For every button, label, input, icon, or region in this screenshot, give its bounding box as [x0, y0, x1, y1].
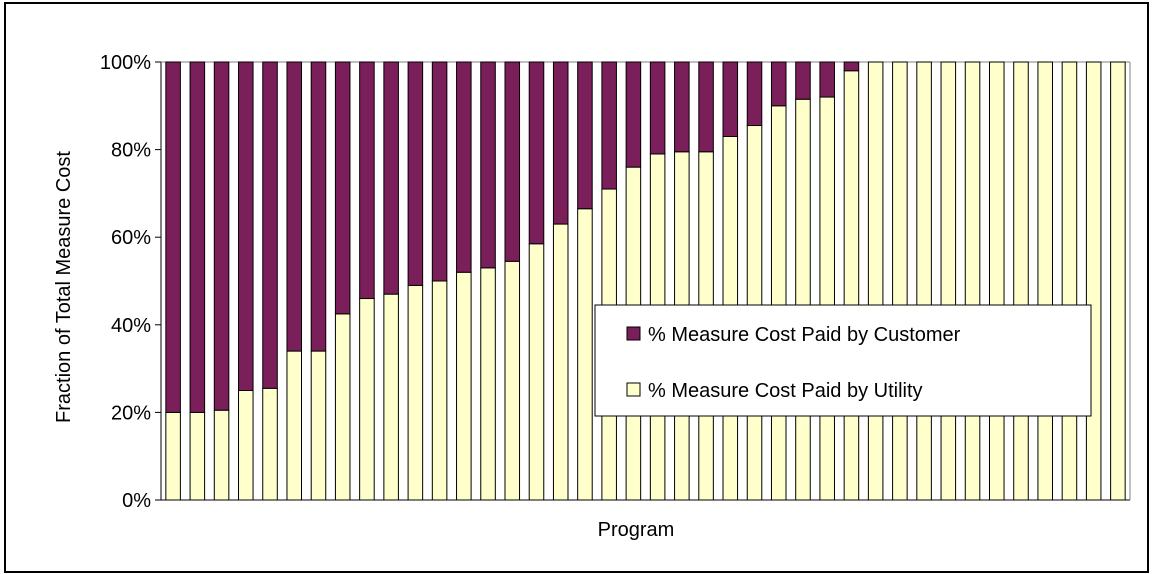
bar-customer-share [843, 61, 860, 72]
bar-customer-share [674, 61, 690, 153]
bar-customer-share [722, 61, 739, 137]
y-tick-label: 80% [111, 140, 151, 162]
bar-utility-share [383, 293, 399, 501]
bar-utility-share [795, 98, 811, 501]
bar-utility-share [310, 350, 327, 501]
y-tick-label: 60% [111, 227, 151, 249]
bar-customer-share [577, 61, 593, 210]
x-axis-label: Program [598, 519, 675, 541]
bar-customer-share [189, 61, 206, 413]
bar-customer-share [552, 61, 569, 225]
bar-customer-share [238, 61, 254, 391]
bar-utility-share [892, 61, 908, 501]
legend-label-utility: % Measure Cost Paid by Utility [648, 380, 923, 402]
legend-box [594, 304, 1092, 417]
bar-utility-share [1085, 61, 1102, 501]
legend: % Measure Cost Paid by Customer % Measur… [594, 304, 1092, 417]
bar-utility-share [359, 298, 375, 501]
bar-customer-share [310, 61, 327, 352]
bar-utility-share [1061, 61, 1078, 501]
bar-utility-share [213, 409, 230, 501]
bar-utility-share [431, 280, 448, 501]
bar-customer-share [698, 61, 714, 153]
bar-utility-share [1110, 61, 1126, 501]
legend-swatch-utility [626, 382, 641, 397]
plot-area: 0% 20% 40% 60% 80% 100% [100, 52, 1131, 512]
bar-customer-share [625, 61, 642, 168]
bar-utility-share [165, 411, 181, 501]
bar-utility-share [867, 61, 884, 501]
bar-customer-share [770, 61, 787, 107]
bar-utility-share [916, 61, 932, 501]
bar-utility-share [577, 208, 593, 501]
bar-utility-share [407, 284, 424, 501]
bar-utility-share [189, 411, 206, 501]
bar-customer-share [165, 61, 181, 413]
y-tick-label: 100% [100, 52, 151, 74]
bar-utility-share [989, 61, 1005, 501]
bar-customer-share [359, 61, 375, 300]
bar-customer-share [649, 61, 666, 155]
bar-customer-share [262, 61, 278, 389]
legend-label-customer: % Measure Cost Paid by Customer [648, 324, 961, 346]
bar-utility-share [238, 390, 254, 501]
bar-customer-share [286, 61, 303, 352]
bar-customer-share [456, 61, 472, 273]
bar-utility-share [286, 350, 303, 501]
bar-customer-share [795, 61, 811, 100]
y-tick-label: 20% [111, 402, 151, 424]
y-tick-label: 40% [111, 315, 151, 337]
bar-customer-share [504, 61, 521, 262]
bar-utility-share [819, 96, 835, 501]
bar-customer-share [383, 61, 399, 295]
bar-utility-share [770, 105, 787, 501]
bar-utility-share [552, 223, 569, 501]
legend-swatch-customer [626, 326, 641, 341]
bar-utility-share [843, 70, 860, 501]
bar-customer-share [528, 61, 545, 245]
y-tick-label: 0% [122, 490, 151, 512]
bar-customer-share [334, 61, 351, 315]
bar-utility-share [504, 260, 521, 501]
bar-utility-share [334, 313, 351, 501]
bar-customer-share [819, 61, 835, 98]
y-axis-label: Fraction of Total Measure Cost [53, 151, 75, 423]
bar-customer-share [480, 61, 496, 269]
bar-customer-share [601, 61, 617, 190]
bar-utility-share [262, 387, 278, 501]
bar-utility-share [1037, 61, 1053, 501]
bar-utility-share [940, 61, 957, 501]
bar-utility-share [456, 271, 472, 501]
bar-customer-share [431, 61, 448, 282]
bar-utility-share [480, 267, 496, 501]
bar-customer-share [746, 61, 763, 127]
bar-customer-share [213, 61, 230, 411]
bar-utility-share [528, 243, 545, 501]
bar-utility-share [1013, 61, 1029, 501]
bar-customer-share [407, 61, 424, 286]
bar-utility-share [964, 61, 981, 501]
